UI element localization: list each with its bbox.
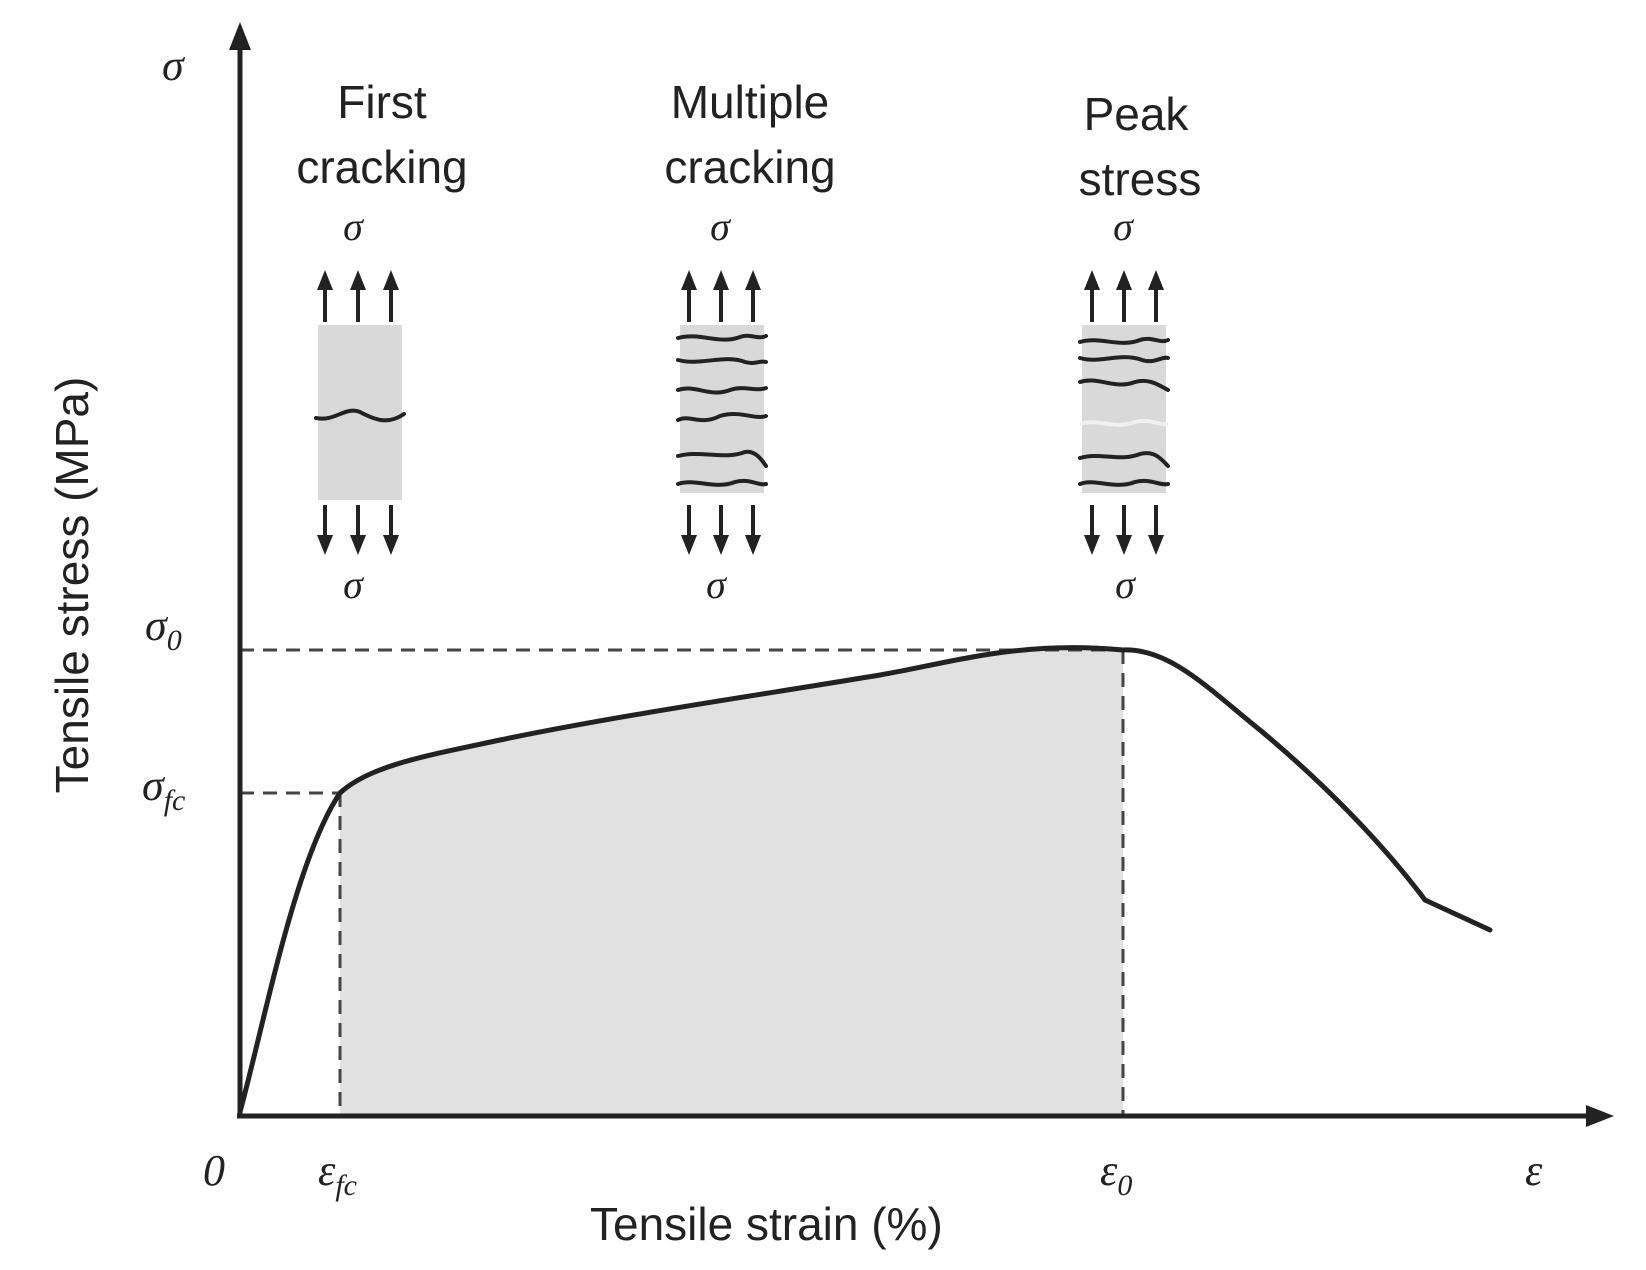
stage-multiple-cracking-title-line2: cracking xyxy=(664,141,835,193)
y-tick-sigmafc: σfc xyxy=(142,761,185,817)
x-tick-eps0: ε0 xyxy=(1100,1146,1132,1202)
stage-first-cracking-top-arrows xyxy=(317,270,399,322)
stage-multiple-cracking-cracks xyxy=(676,333,768,487)
stage-first-cracking-crack xyxy=(314,408,406,423)
origin-label: 0 xyxy=(203,1146,225,1195)
x-axis-arrowhead xyxy=(1586,1105,1614,1127)
x-axis-symbol: ε xyxy=(1525,1146,1543,1195)
stage-multiple-cracking-top-sigma: σ xyxy=(710,204,731,249)
stage-multiple-cracking-specimen xyxy=(680,325,764,493)
stage-peak-stress-top-arrows xyxy=(1084,270,1164,322)
stage-peak-stress: Peak stress σ σ xyxy=(1078,88,1202,607)
y-axis-symbol: σ xyxy=(162,41,186,90)
stage-first-cracking-top-sigma: σ xyxy=(343,204,364,249)
stage-first-cracking-title-line2: cracking xyxy=(296,141,467,193)
stage-first-cracking-bottom-arrows xyxy=(317,505,399,555)
stage-multiple-cracking-bottom-arrows xyxy=(681,505,761,555)
stage-multiple-cracking-bottom-sigma: σ xyxy=(706,562,727,607)
stage-peak-stress-specimen xyxy=(1082,325,1166,493)
y-tick-sigma0: σ0 xyxy=(145,601,182,657)
y-axis-label: Tensile stress (MPa) xyxy=(46,377,98,794)
stage-multiple-cracking: Multiple cracking σ σ xyxy=(664,76,835,607)
stage-peak-stress-title-line1: Peak xyxy=(1084,88,1190,140)
x-axis-label: Tensile strain (%) xyxy=(590,1198,943,1250)
stage-multiple-cracking-title-line1: Multiple xyxy=(671,76,830,128)
stage-peak-stress-title-line2: stress xyxy=(1079,153,1202,205)
y-axis-arrowhead xyxy=(229,22,251,50)
x-tick-epsfc: εfc xyxy=(318,1146,357,1202)
stress-strain-curve xyxy=(237,645,1493,1115)
stage-peak-stress-bottom-sigma: σ xyxy=(1115,562,1136,607)
stage-multiple-cracking-top-arrows xyxy=(681,270,761,322)
stage-first-cracking: First cracking σ σ xyxy=(296,76,467,607)
stage-first-cracking-bottom-sigma: σ xyxy=(343,562,364,607)
stage-peak-stress-top-sigma: σ xyxy=(1113,204,1134,249)
stage-peak-stress-cracks xyxy=(1078,336,1170,487)
shaded-hardening-region xyxy=(340,647,1123,1115)
stage-first-cracking-title-line1: First xyxy=(337,76,427,128)
stage-peak-stress-bottom-arrows xyxy=(1084,505,1164,555)
